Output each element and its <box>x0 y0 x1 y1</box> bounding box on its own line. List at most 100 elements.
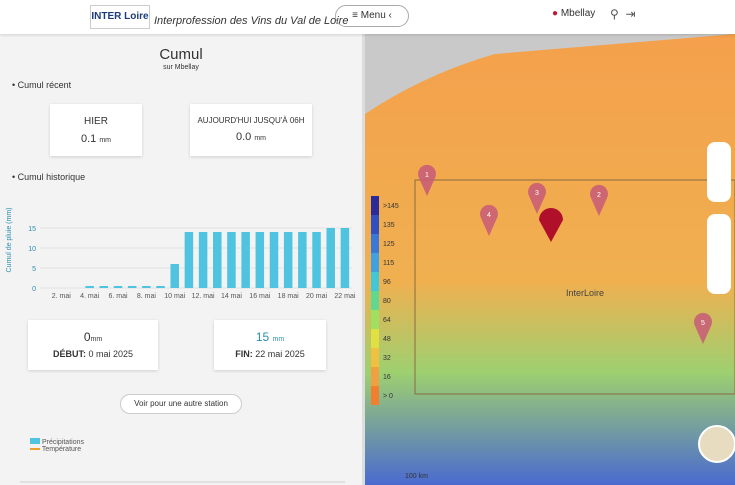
scale-swatch <box>371 272 379 291</box>
map-place: InterLoire <box>566 288 604 298</box>
y-tick-label: 0 <box>32 286 36 293</box>
user-icons[interactable]: ⚲ ⇥ <box>610 7 636 21</box>
scale-swatch <box>371 215 379 234</box>
marker-label: 3 <box>535 190 539 197</box>
bar <box>99 286 109 288</box>
map-tools[interactable] <box>707 214 731 294</box>
bar <box>312 232 321 288</box>
x-tick-label: 10 mai <box>164 293 185 300</box>
zone-box <box>414 179 735 395</box>
bar <box>127 286 137 288</box>
scale-label: >145 <box>383 203 399 210</box>
bar <box>326 228 335 288</box>
scale-label: 125 <box>383 241 395 248</box>
bar <box>241 232 250 288</box>
scale-label: 115 <box>383 260 394 267</box>
legend-item: Précipitations <box>30 438 84 446</box>
card: AUJOURD'HUI JUSQU'À 06H 0.0 mm <box>190 104 312 156</box>
scale-label: 80 <box>383 298 391 305</box>
location[interactable]: ● Mbellay <box>552 8 595 19</box>
y-tick-label: 15 <box>28 226 36 233</box>
logo[interactable]: INTER Loire <box>90 5 150 29</box>
marker-pin <box>694 312 712 344</box>
card: 15 mm FIN: 22 mai 2025 <box>214 320 326 370</box>
x-tick-label: 20 mai <box>306 293 327 300</box>
scale-label: 48 <box>383 336 391 343</box>
x-tick-label: 16 mai <box>249 293 270 300</box>
panel-title: Cumul <box>159 46 203 63</box>
section-title: • Cumul récent <box>12 80 72 90</box>
scale-swatch <box>371 329 379 348</box>
bar <box>85 286 94 288</box>
card-unit: mm <box>90 336 103 343</box>
legend: Précipitations Température <box>30 438 84 453</box>
bar <box>269 232 279 288</box>
location-label: Mbellay <box>560 8 596 19</box>
bar <box>198 232 208 288</box>
scale-label: 16 <box>383 374 391 381</box>
header: INTER Loire Interprofession des Vins du … <box>0 0 735 34</box>
card-unit: mm <box>272 336 285 343</box>
legend-label: Précipitations <box>41 439 84 446</box>
marker-pin <box>590 184 608 216</box>
brand: Interprofession des Vins du Val de Loire <box>154 15 349 27</box>
x-tick-label: 18 mai <box>278 293 299 300</box>
bar <box>156 286 165 288</box>
card: 0mm DÉBUT: 0 mai 2025 <box>28 320 158 370</box>
card-unit: mm <box>254 135 267 142</box>
scale-swatch <box>371 348 379 367</box>
menu-button[interactable]: ≡ Menu ‹ <box>335 5 409 27</box>
y-tick-label: 5 <box>32 266 36 273</box>
marker-pin <box>418 164 436 196</box>
panel-subtitle: sur Mbellay <box>163 64 199 71</box>
selected-pin <box>539 208 563 242</box>
bar <box>227 232 236 288</box>
bar-chart: Cumul de pluie (mm) 0 5 10 15 2. mai 4. mai 6.… <box>6 208 356 300</box>
card-date: 22 mai 2025 <box>255 349 305 359</box>
scale-swatch <box>371 196 379 215</box>
scale-swatch <box>371 386 379 405</box>
bar <box>283 232 293 288</box>
x-tick-label: 8. mai <box>137 293 157 300</box>
section-title: • Cumul historique <box>12 172 86 182</box>
bottom-chart-fragment <box>20 481 345 483</box>
x-tick-label: 22 mai <box>334 293 355 300</box>
bar <box>340 228 350 288</box>
station-button[interactable]: Voir pour une autre station <box>120 394 242 414</box>
left-panel: Cumul sur Mbellay • Cumul récent HIER 0.… <box>0 34 366 485</box>
marker-pin <box>480 204 498 236</box>
x-tick-label: 4. mai <box>80 293 100 300</box>
section-label: Cumul historique <box>17 172 86 182</box>
bar <box>113 286 123 288</box>
marker-pin <box>528 182 546 214</box>
marker-label: 5 <box>701 320 705 327</box>
marker-label: 4 <box>487 212 491 219</box>
marker-label: 1 <box>425 172 429 179</box>
card-value: 0.1 <box>80 133 97 145</box>
pin-icon: ● <box>552 8 559 19</box>
card-unit: mm <box>99 137 112 144</box>
color-scale: >145 135 125 115 96 80 64 48 32 16 > 0 <box>371 196 399 405</box>
zoom-controls[interactable] <box>707 142 731 202</box>
scale-label: > 0 <box>383 393 393 400</box>
scale-swatch <box>371 253 379 272</box>
bar <box>255 232 265 288</box>
scale-label: 96 <box>383 279 391 286</box>
y-tick-label: 10 <box>28 246 36 253</box>
legend-item: Température <box>30 446 84 453</box>
y-axis-label: Cumul de pluie (mm) <box>6 208 13 273</box>
scale-bar: 100 km <box>405 473 428 480</box>
card-label: FIN: <box>235 349 253 359</box>
map-raster <box>365 34 735 485</box>
scale-label: 64 <box>383 317 391 324</box>
scale-swatch <box>371 310 379 329</box>
card: HIER 0.1 mm <box>50 104 142 156</box>
bar <box>298 232 307 288</box>
scale-label: 135 <box>383 222 395 229</box>
x-tick-label: 14 mai <box>221 293 242 300</box>
minimap[interactable] <box>698 425 735 463</box>
card-value: 0 <box>83 330 91 344</box>
